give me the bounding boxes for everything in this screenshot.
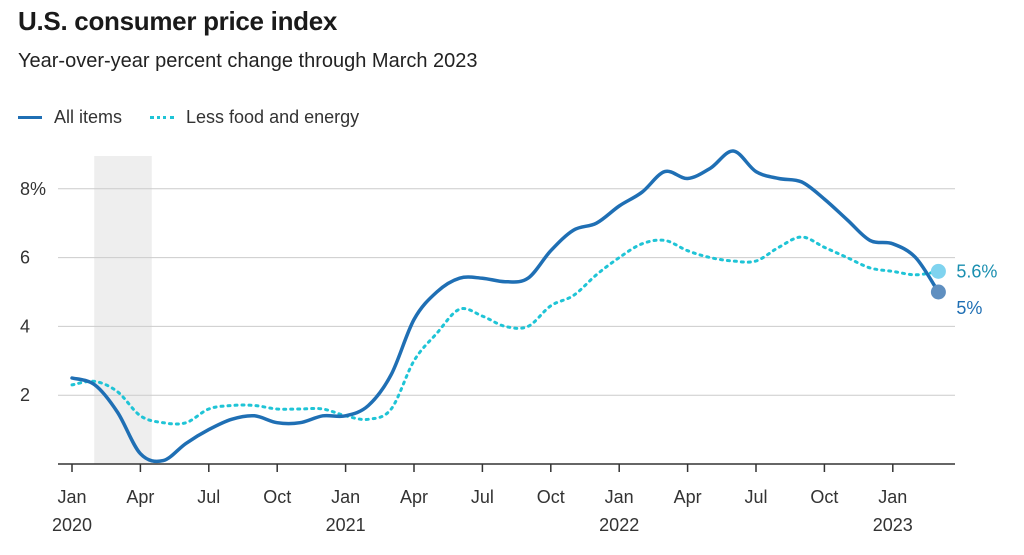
x-tick-label-2020-10: Oct [263,487,291,507]
legend-item-core: Less food and energy [150,107,359,128]
end-label-all-items: 5% [956,298,982,318]
x-tick-label-2020-01: Jan [57,487,86,507]
legend-item-all-items: All items [18,107,122,128]
legend-label-all-items: All items [54,107,123,127]
shaded-period [94,156,152,464]
x-tick-label-2022-04: Apr [674,487,702,507]
series-line-all-items [70,149,941,464]
end-marker-all-items [930,284,946,300]
y-tick-label-4: 4 [20,316,30,336]
legend-swatch-solid [18,116,42,119]
chart-subtitle: Year-over-year percent change through Ma… [18,50,478,72]
x-tick-label-2022-07: Jul [744,487,767,507]
x-tick-label-2021-01: Jan [331,487,360,507]
x-tick-label-2021-10: Oct [537,487,565,507]
x-tick-label-2021-04: Apr [400,487,428,507]
x-year-label-2023: 2023 [873,515,913,535]
x-year-label-2021: 2021 [326,515,366,535]
y-tick-label-2: 2 [20,385,30,405]
end-marker-core [930,263,946,279]
legend-label-core: Less food and energy [186,107,360,127]
series-line-core [70,235,940,426]
y-tick-label-8: 8% [20,179,46,199]
x-year-label-2022: 2022 [599,515,639,535]
x-tick-label-2022-01: Jan [605,487,634,507]
x-tick-label-2020-04: Apr [126,487,154,507]
x-year-label-2020: 2020 [52,515,92,535]
end-label-core: 5.6% [956,261,997,281]
chart-title: U.S. consumer price index [18,6,338,36]
x-tick-label-2022-10: Oct [810,487,838,507]
x-tick-label-2023-01: Jan [878,487,907,507]
x-tick-label-2020-07: Jul [197,487,220,507]
x-tick-label-2021-07: Jul [471,487,494,507]
legend-swatch-dotted [150,116,175,119]
legend: All items Less food and energy [18,107,387,128]
y-tick-label-6: 6 [20,248,30,268]
